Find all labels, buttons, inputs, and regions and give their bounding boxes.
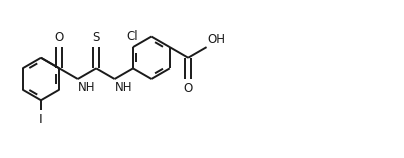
Text: NH: NH: [115, 81, 133, 94]
Text: NH: NH: [78, 81, 96, 94]
Text: I: I: [39, 112, 43, 126]
Text: S: S: [93, 31, 100, 44]
Text: Cl: Cl: [126, 30, 138, 43]
Text: O: O: [55, 31, 64, 44]
Text: O: O: [183, 82, 193, 95]
Text: OH: OH: [208, 33, 226, 46]
